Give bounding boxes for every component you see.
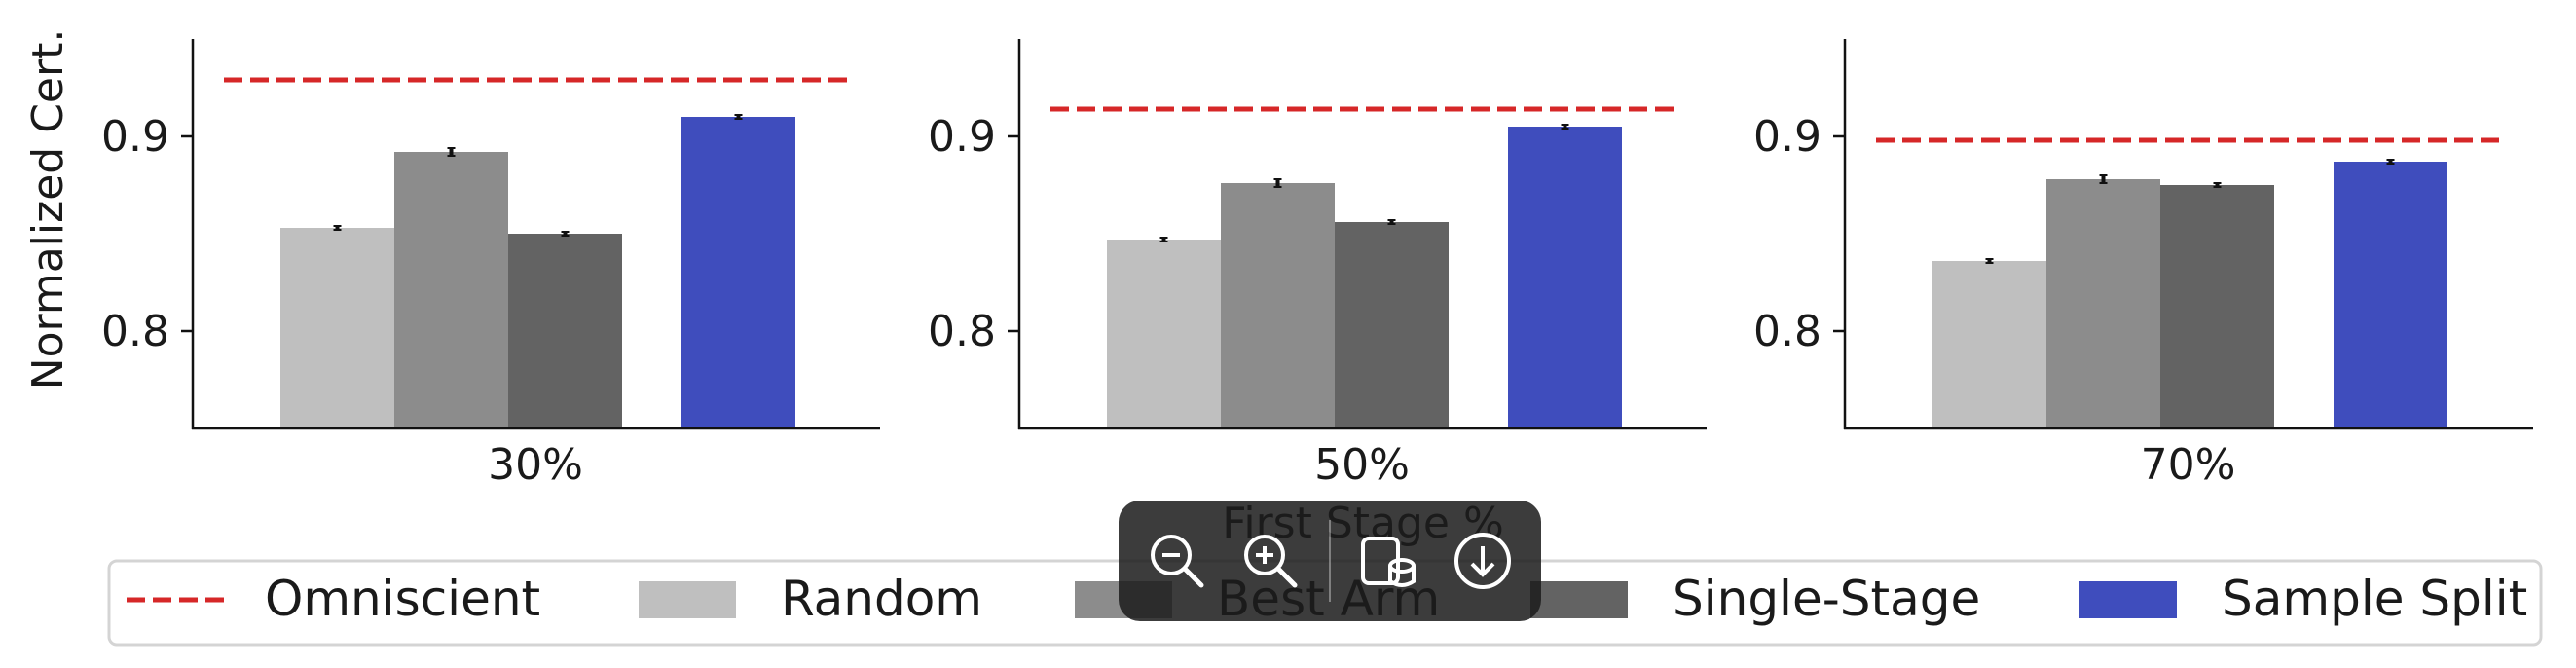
bar-random-1 [1107, 240, 1221, 428]
x-tick-label: 30% [488, 440, 583, 490]
y-axis-label: Normalized Cert. [23, 29, 73, 390]
y-tick-label: 0.8 [101, 307, 169, 356]
bar-best-arm-1 [1221, 183, 1335, 428]
x-tick-label: 70% [2141, 440, 2236, 490]
legend-label-random: Random [781, 571, 982, 627]
bar-sample-split-0 [681, 117, 795, 428]
bar-single-stage-1 [1335, 222, 1449, 428]
toolbar-separator [1329, 520, 1331, 602]
rotate-icon [1361, 537, 1416, 587]
legend-label-single-stage: Single-Stage [1673, 571, 1980, 627]
zoom-out-button[interactable] [1142, 526, 1212, 596]
bar-single-stage-2 [2160, 185, 2274, 428]
bar-best-arm-2 [2046, 179, 2160, 428]
bar-single-stage-0 [508, 234, 622, 428]
y-tick-label: 0.8 [928, 307, 996, 356]
y-tick-label: 0.8 [1753, 307, 1822, 356]
bar-sample-split-2 [2334, 162, 2447, 428]
y-tick-label: 0.9 [1753, 112, 1822, 162]
viewer-toolbar [1119, 501, 1541, 621]
legend-swatch-random [639, 581, 736, 618]
y-tick-label: 0.9 [101, 112, 169, 162]
bar-sample-split-1 [1508, 127, 1622, 428]
legend-swatch-sample-split [2079, 581, 2177, 618]
x-tick-label: 50% [1314, 440, 1410, 490]
download-icon [1454, 533, 1511, 589]
legend-label-sample-split: Sample Split [2222, 571, 2527, 627]
zoom-in-icon [1244, 535, 1298, 588]
bar-random-0 [280, 228, 394, 428]
bar-best-arm-0 [394, 152, 508, 428]
bar-random-2 [1932, 261, 2046, 428]
y-tick-label: 0.9 [928, 112, 996, 162]
zoom-in-button[interactable] [1235, 526, 1306, 596]
legend-label-omniscient: Omniscient [265, 571, 540, 627]
download-button[interactable] [1448, 526, 1518, 596]
rotate-button[interactable] [1354, 526, 1424, 596]
legend-swatch-single-stage [1530, 581, 1628, 618]
zoom-out-icon [1151, 535, 1204, 588]
